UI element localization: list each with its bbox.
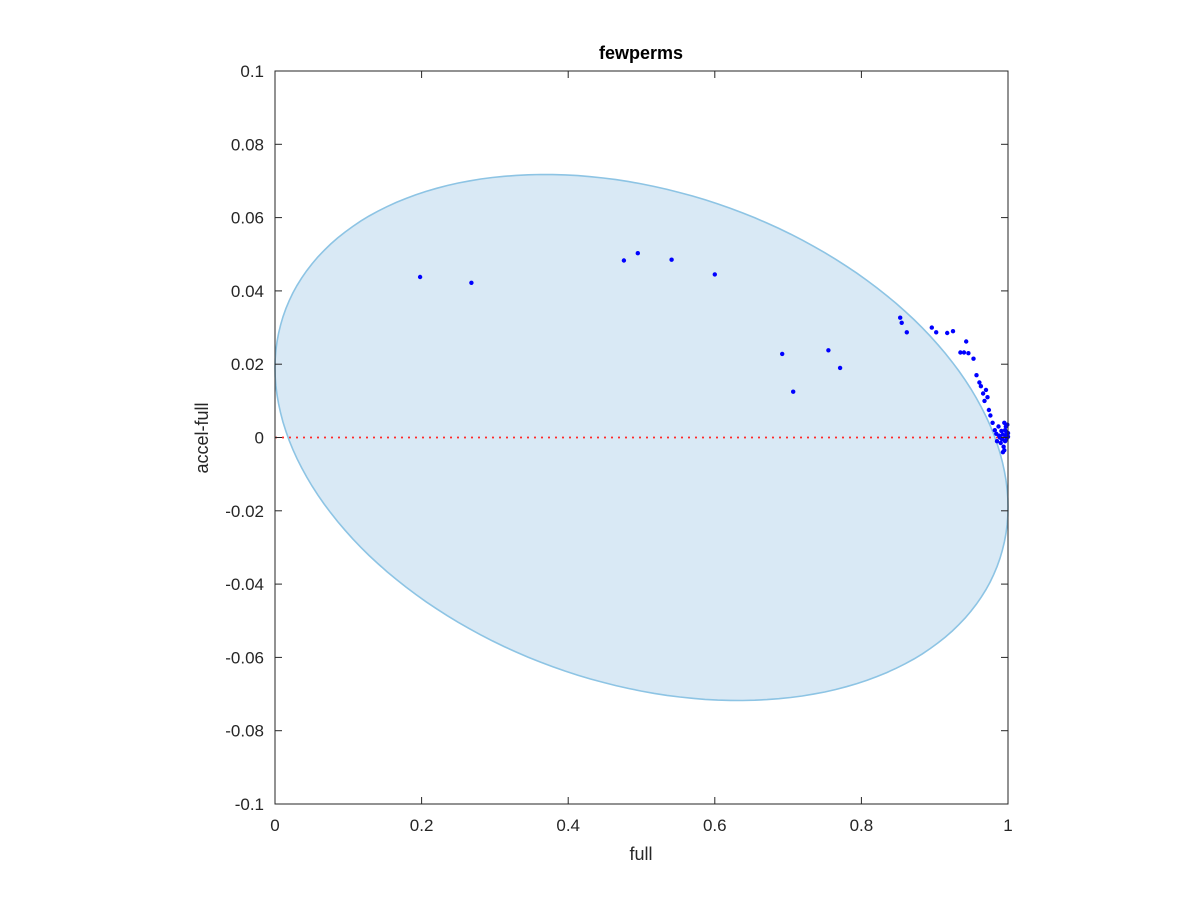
data-point — [826, 348, 831, 353]
data-point — [990, 420, 995, 425]
y-tick-label: 0 — [255, 429, 264, 448]
data-point — [999, 428, 1004, 434]
data-point — [986, 407, 992, 413]
data-points-layer — [417, 251, 1011, 455]
data-point — [980, 391, 986, 396]
data-point — [929, 325, 934, 330]
x-axis-label: full — [629, 844, 652, 864]
data-point — [958, 350, 963, 355]
data-point — [982, 398, 987, 404]
x-tick-label: 1 — [1003, 816, 1012, 835]
data-point — [998, 440, 1003, 446]
y-tick-label: 0.02 — [231, 355, 264, 374]
data-point — [950, 329, 956, 334]
data-point — [934, 330, 939, 335]
data-point — [983, 387, 989, 393]
x-tick-label: 0.6 — [703, 816, 727, 835]
y-axis-label: accel-full — [192, 402, 212, 473]
data-point — [992, 428, 997, 433]
data-point — [985, 395, 990, 400]
data-point — [837, 365, 843, 371]
data-point — [899, 320, 904, 325]
data-point — [971, 356, 976, 361]
data-point — [974, 373, 979, 378]
x-tick-label: 0.8 — [850, 816, 874, 835]
data-point — [978, 384, 984, 389]
data-point — [898, 315, 903, 320]
y-tick-label: -0.1 — [235, 795, 264, 814]
ticks-layer: 0 0.2 0.4 0.6 0.8 1 0.1 0.08 0.06 0.04 0.02 0 -0.02 -… — [225, 62, 1012, 835]
data-point — [994, 439, 1000, 444]
data-point — [417, 274, 423, 280]
data-point — [945, 330, 950, 336]
data-point — [996, 424, 1001, 429]
x-tick-label: 0.4 — [556, 816, 580, 835]
data-point — [997, 435, 1003, 440]
y-tick-label: -0.04 — [225, 575, 264, 594]
y-tick-label: 0.1 — [240, 62, 264, 81]
data-point — [780, 351, 785, 357]
data-point — [791, 389, 796, 394]
y-tick-label: -0.08 — [225, 722, 264, 741]
data-point — [964, 339, 969, 344]
x-tick-label: 0.2 — [410, 816, 434, 835]
data-point — [621, 258, 627, 263]
y-tick-label: 0.08 — [231, 135, 264, 154]
data-point — [961, 350, 967, 355]
data-point — [1005, 422, 1010, 427]
y-tick-label: 0.06 — [231, 209, 264, 228]
data-point — [966, 351, 971, 356]
y-tick-label: -0.06 — [225, 648, 264, 667]
data-point — [988, 413, 993, 418]
data-point — [712, 272, 717, 277]
data-point — [977, 380, 982, 385]
data-point — [1001, 444, 1006, 449]
data-point — [1000, 450, 1006, 455]
y-tick-label: 0.04 — [231, 282, 264, 301]
data-point — [635, 251, 640, 256]
data-point — [469, 280, 474, 285]
x-tick-label: 0 — [270, 816, 279, 835]
data-point — [669, 257, 674, 262]
y-tick-label: -0.02 — [225, 502, 264, 521]
chart-title: fewperms — [599, 43, 683, 63]
data-point — [904, 330, 909, 335]
